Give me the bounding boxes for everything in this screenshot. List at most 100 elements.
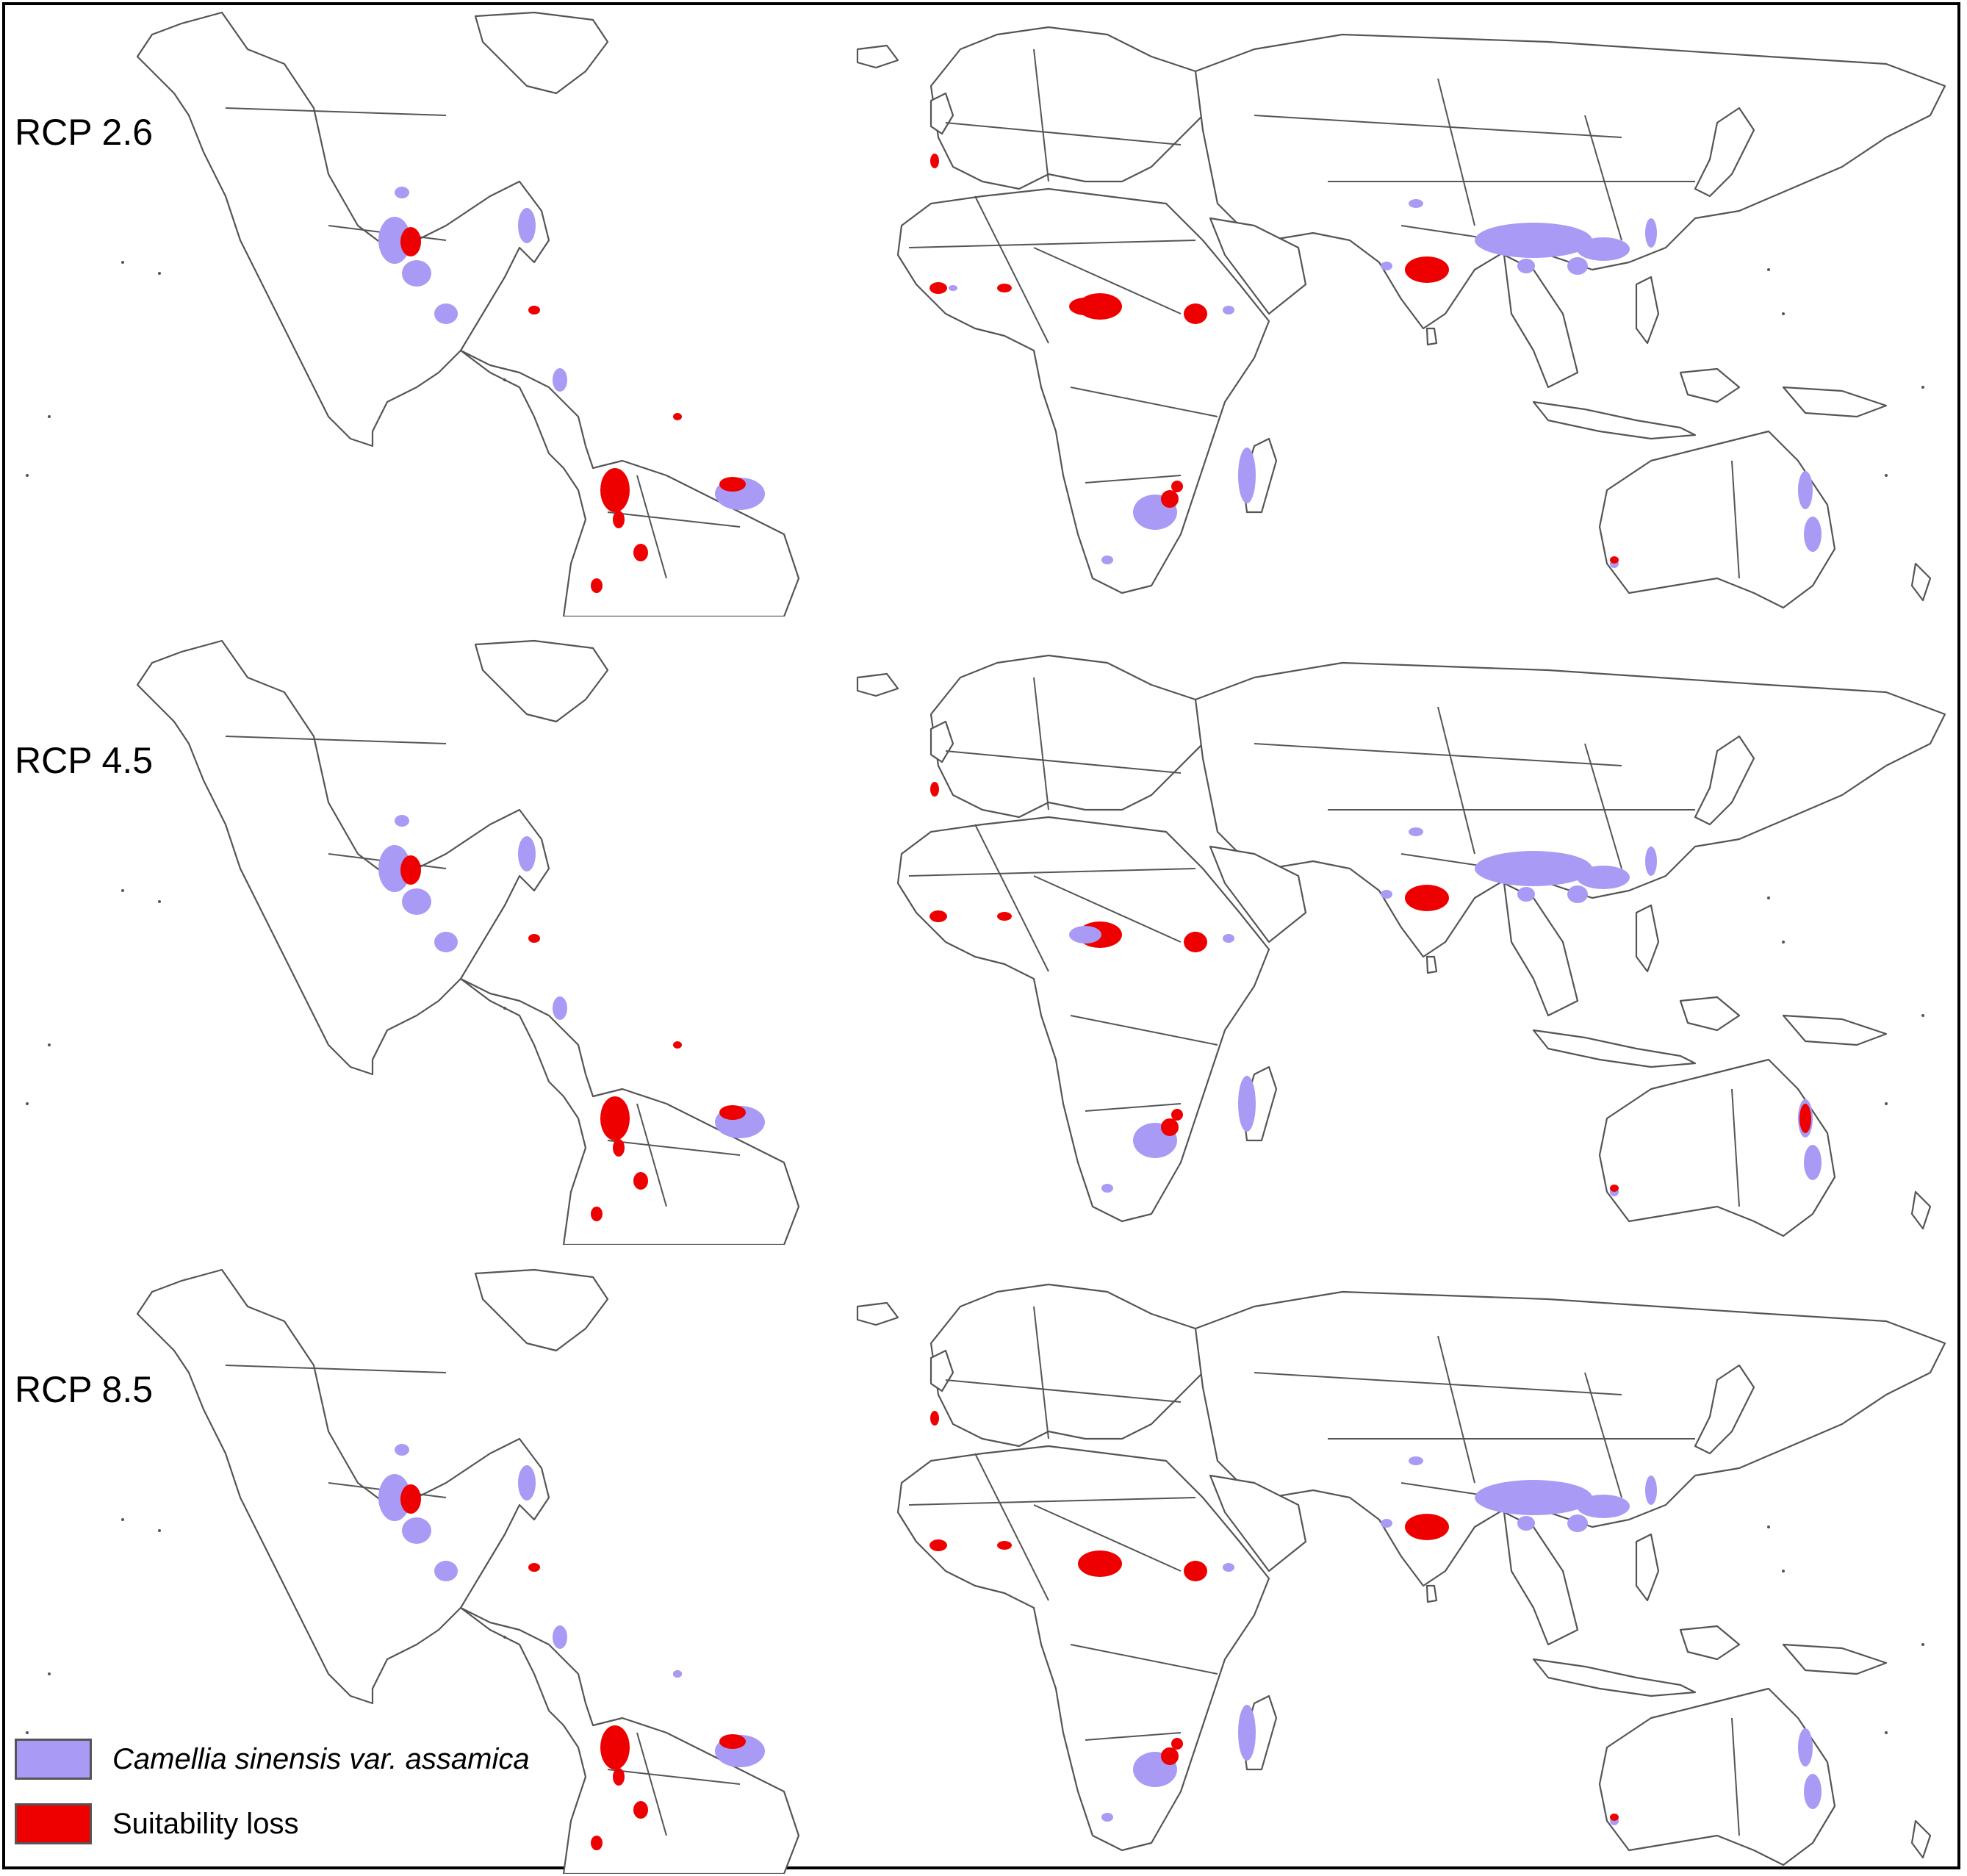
landmass xyxy=(929,720,954,763)
suitability-loss-area xyxy=(400,855,421,885)
suitable-area xyxy=(1577,866,1630,889)
country-border xyxy=(1033,1504,1182,1572)
country-border xyxy=(908,1497,1196,1506)
suitability-loss-area xyxy=(719,1105,746,1120)
country-border xyxy=(974,824,1049,972)
island xyxy=(1782,1570,1785,1573)
suitable-area xyxy=(673,1670,682,1678)
suitable-area xyxy=(1409,827,1423,836)
world-map-rcp45 xyxy=(26,639,1946,1245)
island xyxy=(1782,312,1785,315)
suitable-area xyxy=(1804,1145,1822,1180)
island xyxy=(48,1672,51,1675)
country-border xyxy=(1033,247,1182,315)
landmass xyxy=(929,1349,954,1392)
country-border xyxy=(1254,1372,1622,1395)
country-border xyxy=(607,1769,741,1785)
island xyxy=(26,1102,29,1105)
country-border xyxy=(1070,1644,1218,1675)
suitability-loss-area xyxy=(997,1541,1012,1550)
country-border xyxy=(1033,875,1182,943)
suitability-loss-area xyxy=(929,282,947,294)
landmass xyxy=(1694,735,1755,826)
suitability-loss-area xyxy=(613,511,625,528)
suitability-loss-area xyxy=(1161,1747,1179,1765)
suitability-loss-area xyxy=(1405,1514,1449,1540)
suitability-loss-area xyxy=(528,306,540,315)
suitability-loss-area xyxy=(1171,481,1183,492)
suitable-area xyxy=(1475,1480,1592,1515)
country-border xyxy=(974,195,1049,344)
landmass xyxy=(896,1445,1270,1852)
panel-label-rcp45: RCP 4.5 xyxy=(15,740,154,781)
landmass xyxy=(136,1268,550,1705)
landmass xyxy=(929,654,1212,819)
landmass xyxy=(1598,1687,1836,1866)
suitability-loss-area xyxy=(591,578,603,593)
suitability-loss-area xyxy=(930,782,939,797)
country-border xyxy=(1254,115,1622,138)
suitability-loss-area xyxy=(528,1563,540,1572)
suitable-area xyxy=(949,285,957,291)
island xyxy=(158,900,161,903)
landmass xyxy=(1209,217,1307,315)
suitable-area xyxy=(1804,1774,1822,1809)
suitability-loss-area xyxy=(600,1096,630,1140)
suitable-area xyxy=(402,888,431,915)
landmass xyxy=(1209,1474,1307,1573)
island xyxy=(503,378,506,381)
country-border xyxy=(607,511,741,528)
island xyxy=(503,1636,506,1639)
country-border xyxy=(1033,677,1049,811)
suitable-area xyxy=(1567,257,1588,275)
country-border xyxy=(945,750,1182,774)
suitability-loss-area xyxy=(719,1734,746,1749)
landmass xyxy=(1425,327,1438,346)
suitability-loss-area xyxy=(1185,932,1206,952)
landmass xyxy=(1679,996,1741,1032)
world-map-rcp85 xyxy=(26,1268,1946,1874)
suitability-loss-area xyxy=(1405,885,1449,911)
suitable-area xyxy=(518,836,536,871)
country-border xyxy=(974,1453,1049,1601)
suitability-loss-area xyxy=(591,1207,603,1221)
landmass xyxy=(1782,386,1888,418)
suitability-loss-area xyxy=(1610,556,1619,564)
country-border xyxy=(636,1732,667,1836)
landmass xyxy=(1694,107,1755,198)
landmass xyxy=(856,1301,899,1326)
legend-swatch-suitable xyxy=(15,1739,92,1780)
map-panel-rcp45: RCP 4.5 xyxy=(5,633,1960,1245)
suitable-area xyxy=(434,1561,458,1581)
suitable-area xyxy=(1517,887,1535,902)
legend-swatch-loss xyxy=(15,1803,92,1844)
landmass xyxy=(1679,1625,1741,1661)
island xyxy=(1885,474,1888,477)
landmass xyxy=(929,26,1212,190)
landmass xyxy=(1209,845,1307,944)
suitability-loss-area xyxy=(613,1139,625,1157)
suitable-area xyxy=(402,260,431,287)
suitability-loss-area xyxy=(997,284,1012,292)
island xyxy=(1921,1014,1924,1017)
suitable-area xyxy=(1517,1516,1535,1531)
landmass xyxy=(929,92,954,135)
island xyxy=(121,1518,124,1521)
suitable-area xyxy=(395,1444,409,1456)
island xyxy=(1921,386,1924,389)
country-border xyxy=(636,475,667,579)
suitable-area xyxy=(1223,934,1234,943)
suitable-area xyxy=(1238,1076,1256,1132)
island xyxy=(158,272,161,275)
island xyxy=(1767,1525,1770,1528)
suitable-area xyxy=(1101,1184,1113,1193)
country-border xyxy=(1085,475,1182,484)
suitable-area xyxy=(1804,517,1822,552)
country-border xyxy=(1033,48,1049,182)
suitable-area xyxy=(518,208,536,243)
map-panel-rcp26: RCP 2.6 xyxy=(5,5,1960,617)
country-border xyxy=(1584,115,1622,241)
suitability-loss-area xyxy=(400,227,421,256)
suitable-area xyxy=(1475,223,1592,258)
suitable-area xyxy=(378,1474,411,1521)
